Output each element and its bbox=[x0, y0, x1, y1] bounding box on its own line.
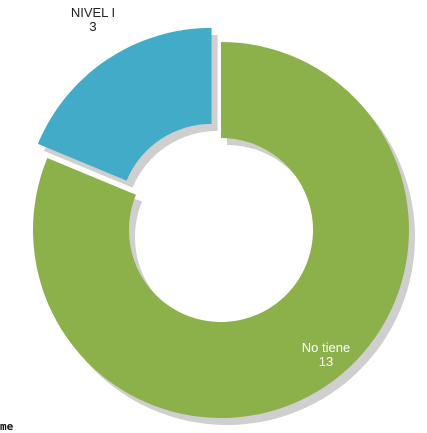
slice-value-0: 13 bbox=[319, 354, 333, 369]
slice-label-0: No tiene bbox=[302, 340, 350, 355]
stray-text: me bbox=[0, 420, 14, 433]
slice-label-1: NIVEL I bbox=[71, 5, 115, 20]
slices-group bbox=[32, 27, 409, 418]
slice-1 bbox=[37, 27, 212, 181]
slice-value-1: 3 bbox=[89, 19, 96, 34]
slice-0 bbox=[32, 42, 409, 418]
